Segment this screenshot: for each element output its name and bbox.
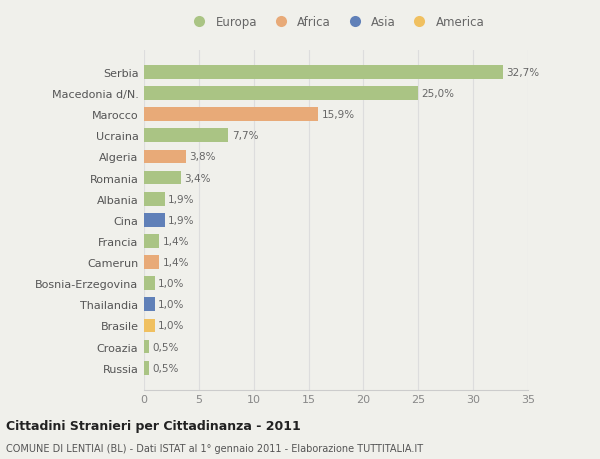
Text: 3,4%: 3,4% xyxy=(185,173,211,183)
Bar xyxy=(144,150,185,164)
Text: 1,4%: 1,4% xyxy=(163,257,189,268)
Bar xyxy=(144,298,155,312)
Bar xyxy=(144,66,503,79)
Legend: Europa, Africa, Asia, America: Europa, Africa, Asia, America xyxy=(187,16,485,28)
Text: Cittadini Stranieri per Cittadinanza - 2011: Cittadini Stranieri per Cittadinanza - 2… xyxy=(6,419,301,432)
Text: 0,5%: 0,5% xyxy=(153,342,179,352)
Text: 1,0%: 1,0% xyxy=(158,321,185,330)
Bar xyxy=(144,340,149,353)
Text: 1,4%: 1,4% xyxy=(163,236,189,246)
Bar xyxy=(144,192,165,206)
Text: 1,0%: 1,0% xyxy=(158,279,185,289)
Bar xyxy=(144,361,149,375)
Text: 3,8%: 3,8% xyxy=(189,152,215,162)
Bar xyxy=(144,235,160,248)
Text: 0,5%: 0,5% xyxy=(153,363,179,373)
Text: 15,9%: 15,9% xyxy=(322,110,355,120)
Text: 7,7%: 7,7% xyxy=(232,131,258,141)
Bar xyxy=(144,129,229,143)
Text: 1,0%: 1,0% xyxy=(158,300,185,310)
Bar xyxy=(144,87,418,101)
Bar xyxy=(144,319,155,333)
Bar xyxy=(144,171,181,185)
Text: 32,7%: 32,7% xyxy=(506,68,539,78)
Bar xyxy=(144,213,165,227)
Bar xyxy=(144,277,155,291)
Text: 25,0%: 25,0% xyxy=(422,89,455,99)
Text: 1,9%: 1,9% xyxy=(168,194,194,204)
Text: 1,9%: 1,9% xyxy=(168,215,194,225)
Text: COMUNE DI LENTIAI (BL) - Dati ISTAT al 1° gennaio 2011 - Elaborazione TUTTITALIA: COMUNE DI LENTIAI (BL) - Dati ISTAT al 1… xyxy=(6,443,423,453)
Bar xyxy=(144,108,319,122)
Bar xyxy=(144,256,160,269)
